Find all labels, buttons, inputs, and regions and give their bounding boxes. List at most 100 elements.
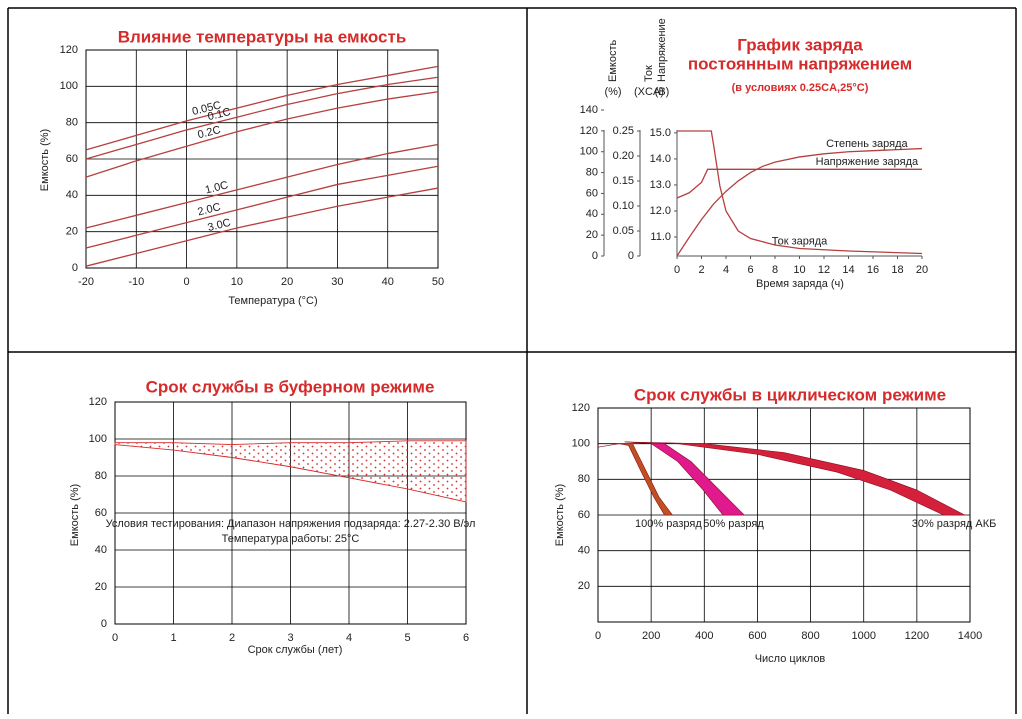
chart-title: Срок службы в буферном режиме xyxy=(146,377,435,396)
y-tick-label: 120 xyxy=(89,396,107,408)
y-tick-label: 60 xyxy=(586,187,598,199)
y-tick-label: 0.20 xyxy=(613,150,634,162)
x-axis-label: Срок службы (лет) xyxy=(248,644,343,656)
x-tick-label: -10 xyxy=(128,276,144,288)
y-tick-label: 11.0 xyxy=(650,231,671,243)
chart-subtitle: (в условиях 0.25CA,25°C) xyxy=(732,82,869,94)
x-tick-label: 50 xyxy=(432,276,444,288)
x-tick-label: 0 xyxy=(674,264,680,276)
y-tick-label: 120 xyxy=(580,125,598,137)
y-tick-label: 13.0 xyxy=(650,179,671,191)
y-tick-label: 20 xyxy=(66,226,78,238)
y-tick-label: 100 xyxy=(580,146,598,158)
y-tick-label: 80 xyxy=(586,166,598,178)
series-line xyxy=(677,130,923,255)
y-tick-label: 60 xyxy=(95,507,107,519)
band-label: 50% разряд xyxy=(703,518,764,530)
x-tick-label: 10 xyxy=(231,276,243,288)
table-frame xyxy=(7,7,1017,714)
x-tick-label: 800 xyxy=(801,630,819,642)
y-tick-label: 0 xyxy=(101,618,107,630)
y-tick-label: 100 xyxy=(572,438,590,450)
chart-title: Срок службы в циклическом режиме xyxy=(634,385,946,404)
x-tick-label: 40 xyxy=(382,276,394,288)
y-tick-label: 20 xyxy=(95,581,107,593)
x-tick-label: 0 xyxy=(184,276,190,288)
series-line xyxy=(676,147,923,257)
y-tick-label: 140 xyxy=(580,104,598,116)
y-tick-label: 12.0 xyxy=(650,205,671,217)
series-label: 0.1C xyxy=(207,106,233,123)
x-tick-label: 2 xyxy=(698,264,704,276)
y-tick-label: 0.10 xyxy=(613,200,634,212)
x-tick-label: 30 xyxy=(331,276,343,288)
x-tick-label: 0 xyxy=(112,632,118,644)
y-tick-label: 100 xyxy=(60,80,78,92)
y-axis-label: Емкость (%) xyxy=(69,484,81,546)
y-tick-label: 0 xyxy=(628,250,634,262)
series-label: 1.0C xyxy=(204,179,230,196)
y-tick-label: 14.0 xyxy=(650,153,671,165)
annotation: Температура работы: 25°C xyxy=(222,533,360,545)
y-tick-label: 120 xyxy=(572,402,590,414)
x-tick-label: 8 xyxy=(772,264,778,276)
chart-title: постоянным напряжением xyxy=(688,54,912,73)
x-tick-label: 6 xyxy=(747,264,753,276)
y-axis-label: Емкость (%) xyxy=(554,484,566,546)
series-label: 0.2C xyxy=(196,124,222,141)
series-label: Напряжение заряда xyxy=(816,156,919,168)
y-tick-label: 120 xyxy=(60,44,78,56)
band xyxy=(624,441,965,516)
y-tick-label: 0.15 xyxy=(613,175,634,187)
x-tick-label: 18 xyxy=(891,264,903,276)
y-axis-unit: (XCA) xyxy=(634,86,664,98)
x-tick-label: 3 xyxy=(287,632,293,644)
series-label: 3.0C xyxy=(207,217,233,234)
band-label: 30% разряд АКБ xyxy=(912,518,997,530)
y-axis-label: Напряжение xyxy=(656,18,668,82)
x-tick-label: 0 xyxy=(595,630,601,642)
y-tick-label: 40 xyxy=(66,189,78,201)
x-tick-label: 12 xyxy=(818,264,830,276)
x-tick-label: 200 xyxy=(642,630,660,642)
x-tick-label: -20 xyxy=(78,276,94,288)
series-label: Ток заряда xyxy=(772,235,828,247)
annotation: Условия тестирования: Диапазон напряжени… xyxy=(106,518,476,530)
y-tick-label: 60 xyxy=(66,153,78,165)
x-tick-label: 2 xyxy=(229,632,235,644)
y-tick-label: 100 xyxy=(89,433,107,445)
y-tick-label: 20 xyxy=(586,229,598,241)
series-line xyxy=(85,143,439,229)
y-tick-label: 80 xyxy=(66,117,78,129)
x-tick-label: 16 xyxy=(867,264,879,276)
y-tick-label: 40 xyxy=(578,545,590,557)
y-axis-unit: (%) xyxy=(604,86,621,98)
y-tick-label: 80 xyxy=(95,470,107,482)
x-tick-label: 600 xyxy=(748,630,766,642)
y-tick-label: 0.05 xyxy=(613,225,634,237)
band xyxy=(597,443,673,516)
band-label: 100% разряд xyxy=(635,518,702,530)
x-tick-label: 4 xyxy=(346,632,352,644)
band xyxy=(624,441,745,516)
chart-title: Влияние температуры на емкость xyxy=(118,27,407,46)
x-axis-label: Число циклов xyxy=(755,653,826,665)
series-line xyxy=(85,165,439,249)
x-tick-label: 6 xyxy=(463,632,469,644)
x-axis-label: Время заряда (ч) xyxy=(756,278,844,290)
series-label: 2.0C xyxy=(196,201,222,218)
x-tick-label: 1400 xyxy=(958,630,982,642)
band xyxy=(114,440,467,503)
x-tick-label: 400 xyxy=(695,630,713,642)
series-line xyxy=(676,168,922,199)
y-tick-label: 0.25 xyxy=(613,125,634,137)
series-line xyxy=(85,91,439,178)
y-tick-label: 15.0 xyxy=(650,127,671,139)
y-axis-label: Емкость (%) xyxy=(39,129,51,191)
y-tick-label: 20 xyxy=(578,580,590,592)
y-axis-unit: (B) xyxy=(655,86,670,98)
y-axis-label: Емкость xyxy=(607,40,619,82)
y-tick-label: 0 xyxy=(592,250,598,262)
x-tick-label: 14 xyxy=(842,264,854,276)
